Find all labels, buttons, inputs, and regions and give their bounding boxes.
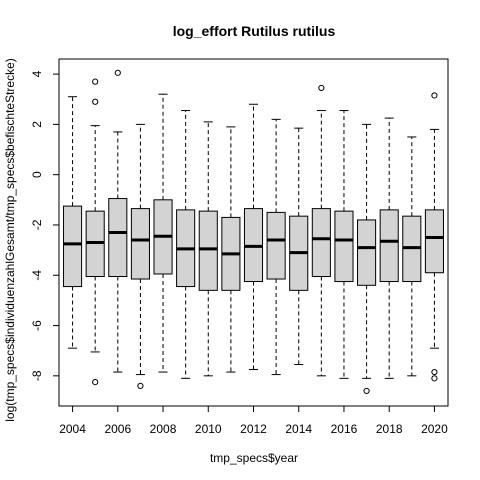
box-2006 (108, 198, 128, 278)
outlier-point (92, 98, 99, 105)
box-2013 (266, 211, 286, 280)
chart-title: log_effort Rutilus rutilus (173, 23, 336, 39)
outlier-point (137, 382, 144, 389)
outlier-point (431, 92, 438, 99)
box-2004 (63, 205, 83, 288)
x-tick-label: 2006 (104, 422, 131, 436)
box-2018 (379, 209, 399, 283)
x-tick-label: 2018 (376, 422, 403, 436)
box-2015 (311, 208, 331, 278)
x-tick-label: 2004 (59, 422, 86, 436)
outlier-point (114, 69, 121, 76)
plot-area: 4 2 0 -2 -4 -6 -8 2004 2006 2008 2010 2012 2014 2016 2… (30, 58, 449, 436)
x-tick-label: 2014 (285, 422, 312, 436)
y-tick-label: 4 (30, 70, 44, 77)
y-tick-label: -8 (30, 370, 44, 381)
x-tick-label: 2020 (421, 422, 448, 436)
box-2007 (130, 208, 150, 280)
y-tick-label: -6 (30, 320, 44, 331)
y-tick-label: 2 (30, 121, 44, 128)
y-tick-label: -4 (30, 270, 44, 281)
box-2020 (424, 209, 444, 274)
outlier-point (92, 78, 99, 85)
outlier-point (431, 368, 438, 376)
outlier-point (431, 375, 438, 382)
box-2016 (334, 210, 354, 283)
box-2017 (357, 219, 377, 286)
x-tick-label: 2010 (195, 422, 222, 436)
x-tick-label: 2008 (150, 422, 177, 436)
y-tick-label: -2 (30, 219, 44, 230)
outlier-point (318, 84, 325, 92)
y-axis-label: log(tmp_specs$individuenzahlGesamt/tmp_s… (3, 58, 17, 422)
outlier-point (363, 387, 370, 395)
x-tick-label: 2016 (331, 422, 358, 436)
outlier-point (92, 379, 99, 386)
y-tick-label: 0 (30, 171, 44, 178)
box-2010 (198, 210, 218, 291)
x-tick-label: 2012 (240, 422, 267, 436)
x-axis-label: tmp_specs$year (210, 451, 298, 465)
